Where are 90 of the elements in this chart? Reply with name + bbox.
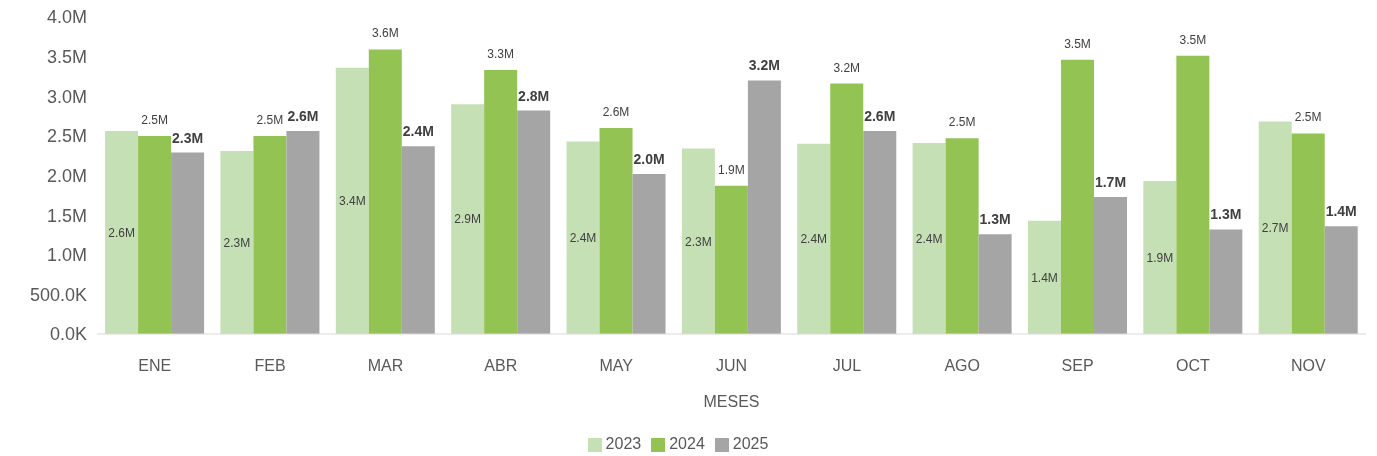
bar — [253, 135, 287, 334]
x-tick-label: ENE — [138, 357, 172, 375]
x-tick-label: OCT — [1176, 357, 1211, 375]
data-label: 2.4M — [569, 230, 597, 245]
bar — [138, 135, 172, 334]
data-label: 2.9M — [454, 212, 482, 227]
data-label: 3.5M — [1179, 32, 1207, 47]
data-label: 2.3M — [223, 235, 251, 250]
bar — [1093, 196, 1127, 334]
bar — [484, 70, 518, 334]
y-tick-label: 3.0M — [46, 86, 87, 107]
x-tick-label: JUL — [832, 357, 862, 375]
bar — [286, 131, 320, 334]
data-label: 2.5M — [948, 115, 976, 130]
data-label: 1.9M — [1146, 250, 1174, 265]
data-label: 2.6M — [864, 108, 896, 125]
bar — [599, 127, 633, 334]
data-label: 2.4M — [800, 232, 828, 247]
x-tick-label: ABR — [484, 357, 518, 375]
bar — [105, 131, 139, 334]
data-label: 2.5M — [141, 112, 168, 127]
data-label: 2.6M — [287, 108, 319, 125]
bar — [517, 110, 551, 334]
data-label: 3.2M — [833, 60, 861, 75]
bar — [1258, 121, 1292, 334]
data-label: 1.3M — [1210, 206, 1242, 223]
bar — [863, 131, 897, 334]
bar — [401, 146, 435, 334]
bar — [335, 67, 369, 334]
bar — [747, 80, 781, 334]
data-label: 2.3M — [172, 129, 204, 146]
x-tick-label: AGO — [944, 357, 981, 375]
data-label: 3.6M — [371, 26, 399, 41]
data-label: 3.2M — [748, 57, 780, 74]
data-label: 2.6M — [108, 225, 135, 240]
bar — [681, 148, 715, 334]
x-tick-label: NOV — [1290, 357, 1326, 375]
x-tick-label: FEB — [254, 357, 286, 375]
bar — [566, 141, 600, 334]
bar — [1143, 181, 1177, 334]
legend-label: 2023 — [605, 435, 642, 452]
data-label: 2.4M — [915, 231, 943, 246]
y-tick-label: 1.5M — [46, 205, 87, 226]
bar — [451, 104, 485, 334]
data-label: 3.4M — [338, 194, 366, 209]
data-label: 2.7M — [1261, 221, 1289, 236]
bar — [1291, 133, 1325, 334]
data-label: 2.5M — [1294, 110, 1322, 125]
bar — [1176, 55, 1210, 334]
bar — [1209, 229, 1243, 334]
y-tick-label: 500.0K — [29, 284, 87, 305]
bar — [368, 49, 402, 334]
bar — [830, 83, 864, 334]
x-tick-label: JUN — [715, 357, 748, 375]
data-label: 2.6M — [602, 104, 630, 119]
legend-label: 2025 — [732, 435, 769, 452]
bar — [1060, 59, 1094, 334]
bar — [171, 152, 205, 334]
data-label: 2.0M — [633, 150, 665, 167]
bar — [978, 234, 1012, 334]
data-label: 2.5M — [256, 112, 284, 127]
bar — [797, 143, 831, 334]
data-label: 1.3M — [979, 211, 1011, 228]
data-label: 1.4M — [1031, 270, 1058, 285]
data-label: 3.3M — [487, 47, 515, 62]
data-label: 1.4M — [1325, 203, 1357, 220]
x-tick-label: MAY — [599, 357, 634, 375]
x-tick-label: MAR — [367, 357, 404, 375]
legend-label: 2024 — [669, 435, 705, 452]
data-label: 1.7M — [1094, 173, 1127, 190]
y-tick-label: 2.5M — [46, 126, 87, 147]
data-label: 2.3M — [685, 234, 712, 249]
bar — [714, 185, 748, 334]
bar — [220, 150, 254, 334]
bar — [1324, 226, 1358, 334]
bar — [632, 173, 666, 334]
bar — [945, 138, 979, 334]
data-label: 2.4M — [402, 123, 434, 140]
data-label: 3.5M — [1064, 36, 1091, 51]
y-tick-label: 4.0M — [46, 7, 87, 28]
data-label: 2.8M — [518, 87, 550, 104]
y-tick-label: 2.0M — [46, 165, 87, 186]
x-axis-title: MESES — [703, 393, 760, 410]
y-tick-label: 3.5M — [46, 47, 87, 68]
bar — [912, 143, 946, 334]
y-tick-label: 0.0K — [49, 324, 87, 345]
y-tick-label: 1.0M — [46, 245, 87, 266]
bar — [1027, 220, 1061, 334]
x-tick-label: SEP — [1061, 357, 1094, 375]
data-label: 1.9M — [718, 162, 745, 177]
